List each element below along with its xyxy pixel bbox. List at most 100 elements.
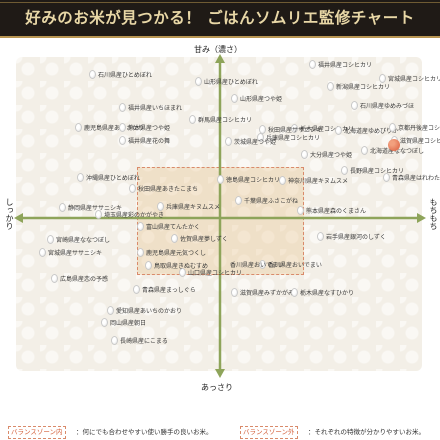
rice-label-gunma-koshi[interactable]: 群馬県産コシヒカリ	[198, 117, 253, 124]
rice-label-yamagata-tsuyahime[interactable]: 山形県産つや姫	[240, 96, 283, 103]
vertical-axis-arrow-bottom	[215, 369, 225, 378]
rice-grain-icon	[317, 232, 324, 241]
rice-grain-icon	[301, 150, 308, 159]
rice-label-chiba-fusakogane[interactable]: 千葉県産ふさこがね	[244, 198, 299, 205]
legend-inside-label: バランスゾーン内	[8, 426, 66, 439]
rice-label-shizuoka-sasanishiki[interactable]: 静岡県産ササニシキ	[68, 205, 123, 212]
legend-outside-label: バランスゾーン外	[240, 426, 298, 439]
rice-grain-icon	[341, 166, 348, 175]
rice-grain-icon	[119, 136, 126, 145]
rice-label-saga-yumeshizuku[interactable]: 佐賀県産夢しずく	[180, 236, 228, 243]
horizontal-axis-arrow-left	[14, 213, 23, 223]
rice-grain-icon	[171, 234, 178, 243]
axis-right-label: もちもち	[429, 198, 438, 230]
rice-grain-icon	[279, 176, 286, 185]
rice-label-nagano-koshi[interactable]: 長野県産コシヒカリ	[350, 168, 405, 175]
legend-inside-text: ：何にでも合わせやすい使い勝手の良いお米。	[76, 428, 213, 436]
rice-label-akita-sasanishiki[interactable]: 秋田県産ササニシキ	[268, 127, 323, 134]
rice-grain-icon	[89, 70, 96, 79]
rice-label-nagasaki-nikomaru[interactable]: 長崎県産にこまる	[120, 338, 168, 345]
rice-grain-icon	[133, 285, 140, 294]
rice-label-yamagata-hitomebore[interactable]: 山形県産ひとめぼれ	[204, 79, 258, 86]
rice-label-fukui-hananomai[interactable]: 福井県産花の舞	[128, 138, 171, 145]
page-title: 好みのお米が見つかる！ ごはんソムリエ監修チャート	[25, 8, 415, 27]
rice-label-kagoshima-akisakari[interactable]: 鹿児島県産あきさかり	[84, 125, 145, 132]
rice-grain-icon	[107, 306, 114, 315]
rice-grain-icon	[157, 202, 164, 211]
rice-grain-icon	[389, 123, 396, 132]
rice-label-tottori-kinumusume[interactable]: 鳥取県産きぬむすめ	[154, 263, 209, 270]
rice-label-akita-akitakomachi[interactable]: 秋田県産あきたこまち	[138, 186, 199, 193]
rice-grain-icon	[231, 288, 238, 297]
rice-label-kanagawa-kinumusume[interactable]: 神奈川県産キヌムスメ	[288, 178, 349, 185]
rice-grain-icon	[259, 260, 266, 269]
rice-label-kumamoto-tsuyahime[interactable]: 熊本県産つや姫	[128, 125, 171, 132]
rice-label-ishikawa-hitomebore[interactable]: 石川県産ひとめぼれ	[98, 72, 152, 79]
rice-label-shiga-mizukagami[interactable]: 滋賀県産みずかがみ	[240, 290, 295, 297]
rice-label-toyama-tentakaku[interactable]: 富山県産てんたかく	[146, 224, 201, 231]
rice-label-hokkaido-nanatsuboshi[interactable]: 北海道産ななつぼし	[370, 148, 425, 155]
rice-label-kagoshima-genki[interactable]: 鹿児島県産元気つくし	[146, 250, 207, 257]
axis-top-label: 甘み（濃さ）	[194, 45, 242, 54]
rice-label-yamaguchi-koshi[interactable]: 山口県産コシヒカリ	[188, 270, 243, 277]
rice-grain-icon	[309, 60, 316, 69]
rice-label-kagawa-oidemai2[interactable]: 香川県産おいでまい	[230, 262, 284, 269]
rice-label-tokushima-koshi[interactable]: 徳島県産コシヒカリ	[226, 177, 281, 184]
rice-label-iwate-ginganoshizuku[interactable]: 岩手県産銀河のしずく	[326, 234, 386, 241]
rice-label-ishikawa-yumemizuho[interactable]: 石川県産ゆめみづほ	[360, 103, 415, 110]
rice-label-aichi-aichinokaori[interactable]: 愛知県産あいちのかおり	[116, 308, 183, 315]
highlight-marker[interactable]	[388, 139, 400, 151]
rice-label-hokkaido-yumepirika[interactable]: 北海道産ゆめぴりか	[344, 128, 399, 135]
rice-label-tochigi-nasuhikari[interactable]: 栃木県産なすひかり	[300, 290, 355, 297]
rice-grain-icon	[39, 248, 46, 257]
rice-grain-icon	[59, 203, 66, 212]
rice-grain-icon	[179, 268, 186, 277]
header-gold-rule	[0, 2, 440, 3]
rice-label-shiga-koshi[interactable]: 滋賀県産コシヒカリ	[400, 138, 440, 145]
rice-grain-icon	[129, 184, 136, 193]
rice-label-fukui-ichihomare[interactable]: 福井県産いちほまれ	[128, 105, 183, 112]
rice-grain-icon	[257, 133, 264, 142]
rice-label-oita-tsuyahime[interactable]: 大分県産つや姫	[310, 152, 353, 159]
rice-grain-icon	[119, 103, 126, 112]
rice-label-kyoto-koshi[interactable]: 京都丹後産コシヒカリ	[398, 125, 440, 132]
rice-label-fukui-koshi[interactable]: 福井県産コシヒカリ	[318, 62, 373, 69]
rice-grain-icon	[145, 261, 152, 270]
header-bar: 好みのお米が見つかる！ ごはんソムリエ監修チャート	[0, 0, 440, 38]
rice-label-miyazaki-sasanishiki[interactable]: 宮城県産ササニシキ	[48, 250, 103, 257]
axis-left-label: しっかり	[5, 198, 14, 230]
rice-label-hyogo-kinumusume[interactable]: 兵庫県産キヌムスメ	[166, 204, 221, 211]
rice-grain-icon	[291, 124, 298, 133]
rice-grain-icon	[189, 115, 196, 124]
rice-grain-icon	[217, 175, 224, 184]
rice-label-kumamoto-mori[interactable]: 熊本県産森のくまさん	[306, 208, 367, 215]
rice-label-hiroshima-koshi[interactable]: 広島県産恋の予感	[60, 276, 109, 283]
rice-grain-icon	[351, 101, 358, 110]
rice-label-aomori-haregiwa[interactable]: 青森県産はれわたり	[392, 175, 440, 182]
rice-label-tochigi-koshi[interactable]: 栃木県産コシヒカリ	[300, 126, 355, 133]
rice-grain-icon	[379, 74, 386, 83]
axis-bottom-label: あっさり	[201, 383, 233, 392]
rice-label-okinawa-hitomebore[interactable]: 沖縄県産ひとめぼれ	[86, 175, 140, 182]
rice-label-ibaraki-tsuyahime[interactable]: 茨城県産つや姫	[234, 139, 277, 146]
rice-grain-icon	[327, 82, 334, 91]
rice-grain-icon	[335, 126, 342, 135]
rice-label-okayama-asahi[interactable]: 岡山県産朝日	[110, 320, 147, 327]
vertical-axis-arrow-top	[215, 54, 225, 63]
legend-outside-text: ：それぞれの特徴が分かりやすいお米。	[308, 428, 425, 436]
rice-label-miyazaki-nanatsuboshi[interactable]: 宮崎県産ななつぼし	[56, 237, 111, 244]
rice-label-aomori-mashigura[interactable]: 青森県産まっしぐら	[142, 287, 196, 294]
rice-grain-icon	[361, 146, 368, 155]
rice-grain-icon	[77, 173, 84, 182]
rice-label-hyogo-koshi[interactable]: 兵庫県産コシヒカリ	[266, 135, 321, 142]
rice-label-miyagi-koshi[interactable]: 宮城県産コシヒカリ	[388, 76, 440, 83]
rice-grain-icon	[111, 336, 118, 345]
rice-label-niigata-koshi[interactable]: 新潟県産コシヒカリ	[336, 84, 391, 91]
rice-grain-icon	[101, 318, 108, 327]
rice-label-kagawa-oidemai[interactable]: 香川県産おいでまい	[268, 262, 322, 269]
rice-grain-icon	[297, 206, 304, 215]
rice-grain-icon	[119, 123, 126, 132]
horizontal-axis-arrow-right	[417, 213, 426, 223]
rice-label-saitama-sainokagayaki[interactable]: 埼玉県産彩のかがやき	[104, 212, 165, 219]
